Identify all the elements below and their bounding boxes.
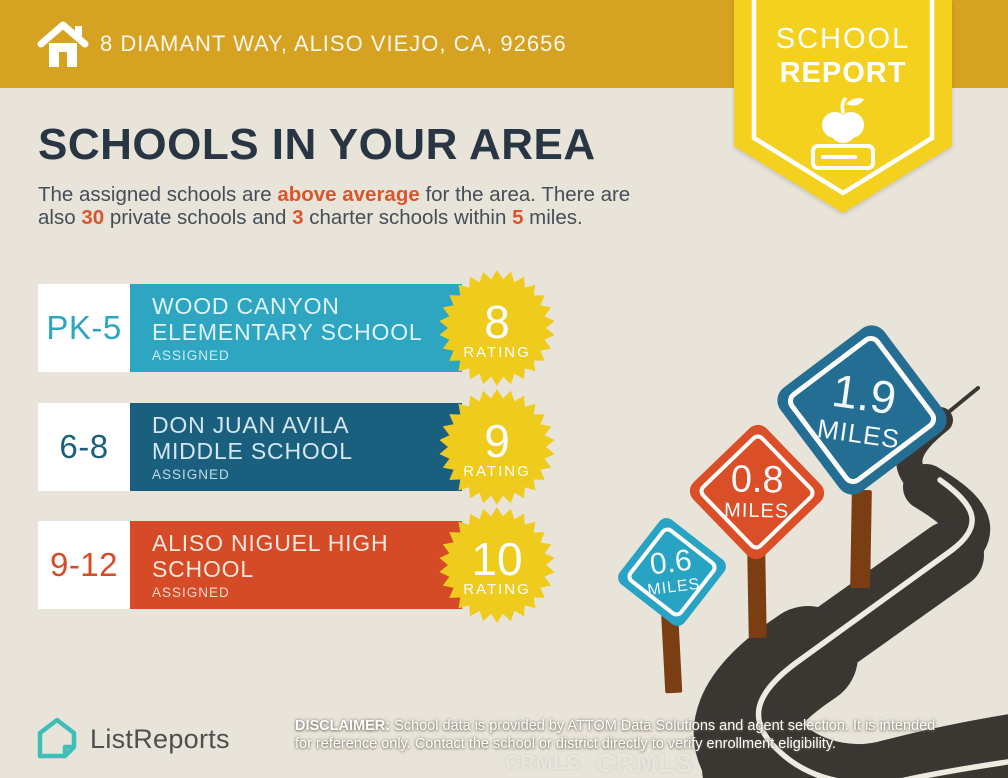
listreports-wordmark: ListReports: [90, 723, 230, 754]
starburst-shape: [439, 270, 555, 386]
school-bar: ALISO NIGUEL HIGH SCHOOL ASSIGNED: [130, 521, 462, 609]
rating-label: RATING: [463, 463, 531, 480]
school-name-line1: WOOD CANYON: [152, 293, 340, 319]
intro-highlight: 5: [512, 206, 524, 229]
intro-paragraph: The assigned schools are above average f…: [38, 183, 718, 229]
page-title: SCHOOLS IN YOUR AREA: [38, 120, 596, 169]
school-bar-text: ALISO NIGUEL HIGH SCHOOL ASSIGNED: [152, 530, 462, 600]
rating-badge: 10 RATING: [439, 507, 555, 623]
school-row-high: 9-12 ALISO NIGUEL HIGH SCHOOL ASSIGNED 1…: [0, 507, 1008, 623]
school-name-line1: DON JUAN AVILA: [152, 412, 350, 438]
disclaimer-line-2: for reference only. Contact the school o…: [295, 736, 837, 752]
assigned-label: ASSIGNED: [152, 348, 230, 363]
school-row-middle: 6-8 DON JUAN AVILA MIDDLE SCHOOL ASSIGNE…: [0, 389, 1008, 505]
road-segment: [837, 714, 1008, 778]
road-segment: [702, 708, 957, 778]
intro-text: charter schools within: [303, 206, 513, 229]
intro-line-2: also 30 private schools and 3 charter sc…: [38, 206, 718, 229]
listreports-logo: ListReports: [36, 716, 230, 762]
rating-label: RATING: [463, 581, 531, 598]
ribbon-inner-border: [751, 0, 935, 196]
disclaimer: DISCLAIMER: School data is provided by A…: [295, 717, 935, 753]
assigned-label: ASSIGNED: [152, 585, 230, 600]
listreports-house-icon: [37, 717, 77, 759]
intro-text: for the area. There are: [419, 183, 631, 206]
disclaimer-label: DISCLAIMER:: [295, 718, 391, 734]
intro-highlight: 30: [81, 206, 105, 229]
crmls-watermark: CRMLS: [505, 752, 582, 774]
crmls-watermark: CRMLS: [596, 748, 694, 778]
grade-range: 6-8: [38, 403, 130, 491]
rating-value: 9: [484, 415, 510, 467]
rating-badge: 8 RATING: [439, 270, 555, 386]
disclaimer-line-1: DISCLAIMER: School data is provided by A…: [295, 717, 935, 735]
ribbon-title-line2: REPORT: [780, 57, 907, 89]
school-name-line1: ALISO NIGUEL HIGH: [152, 530, 389, 556]
apple-on-book-icon: [811, 97, 875, 170]
intro-highlight: above average: [277, 183, 420, 206]
rating-badge: 9 RATING: [439, 389, 555, 505]
intro-line-1: The assigned schools are above average f…: [38, 183, 718, 206]
intro-text: private schools and: [104, 206, 293, 229]
school-name-line2: MIDDLE SCHOOL: [152, 438, 353, 464]
grade-range: PK-5: [38, 284, 130, 372]
starburst-shape: [439, 507, 555, 623]
assigned-label: ASSIGNED: [152, 467, 230, 482]
rating-value: 10: [471, 533, 522, 585]
intro-highlight: 3: [292, 206, 304, 229]
rating-value: 8: [484, 296, 510, 348]
intro-text: miles.: [523, 206, 583, 229]
home-icon: [37, 21, 89, 67]
school-row-elementary: PK-5 WOOD CANYON ELEMENTARY SCHOOL ASSIG…: [0, 270, 1008, 386]
school-name-line2: ELEMENTARY SCHOOL: [152, 319, 423, 345]
rating-label: RATING: [463, 344, 531, 361]
school-bar: WOOD CANYON ELEMENTARY SCHOOL ASSIGNED: [130, 284, 462, 372]
grade-range: 9-12: [38, 521, 130, 609]
school-bar-text: DON JUAN AVILA MIDDLE SCHOOL ASSIGNED: [152, 412, 462, 482]
disclaimer-text: School data is provided by ATTOM Data So…: [390, 718, 936, 734]
school-bar-text: WOOD CANYON ELEMENTARY SCHOOL ASSIGNED: [152, 293, 462, 363]
school-report-ribbon: SCHOOL REPORT: [734, 0, 952, 216]
property-address: 8 DIAMANT WAY, ALISO VIEJO, CA, 92656: [100, 31, 567, 56]
school-name-line2: SCHOOL: [152, 556, 254, 582]
intro-text: The assigned schools are: [38, 183, 278, 206]
ribbon-title-line1: SCHOOL: [776, 23, 910, 55]
school-bar: DON JUAN AVILA MIDDLE SCHOOL ASSIGNED: [130, 403, 462, 491]
intro-text: also: [38, 206, 82, 229]
starburst-shape: [439, 389, 555, 505]
